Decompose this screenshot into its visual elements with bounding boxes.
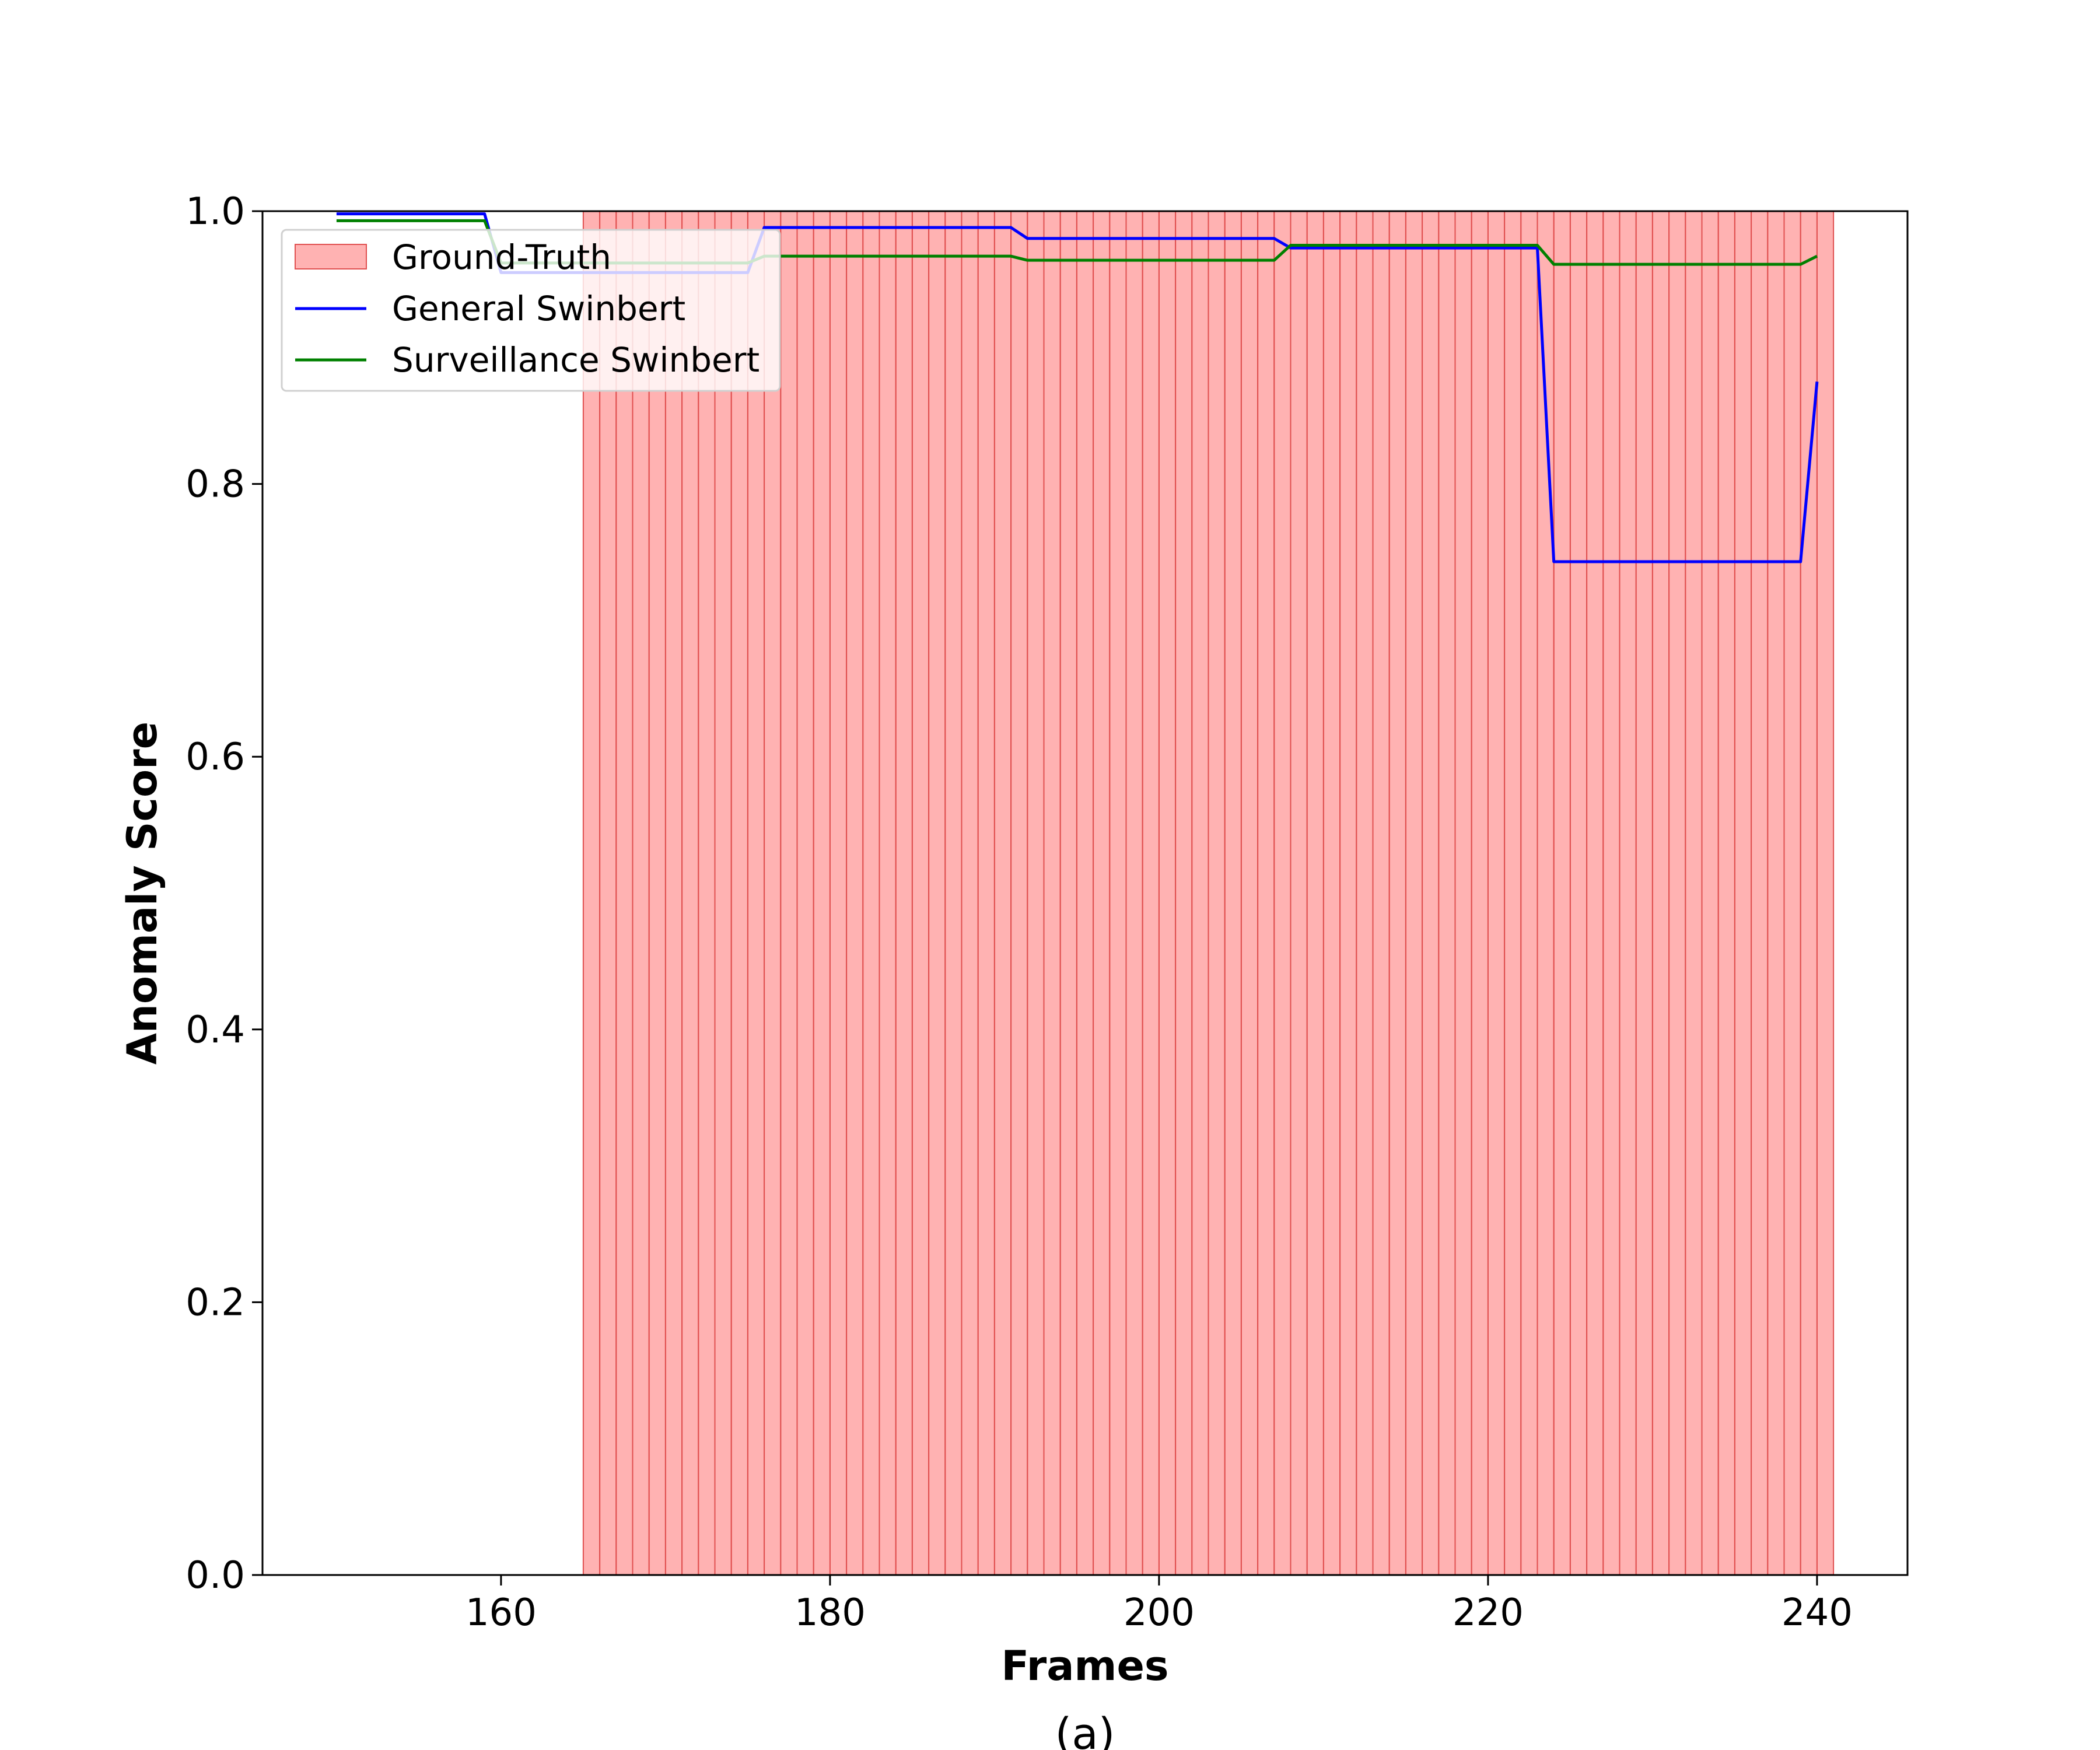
ground-truth-band [1208,211,1226,1576]
ground-truth-band [1586,211,1604,1576]
ground-truth-band [1569,211,1588,1576]
ground-truth-band [928,211,946,1576]
ground-truth-band [615,211,634,1576]
x-tick-label: 200 [1124,1591,1195,1634]
y-tick-label: 0.6 [186,736,245,779]
ground-truth-band [1306,211,1324,1576]
legend-label-general-swinbert: General Swinbert [392,289,685,328]
ground-truth-band [1717,211,1735,1576]
ground-truth-band [1668,211,1686,1576]
plot-frame [261,210,1909,1576]
ground-truth-band [664,211,683,1576]
ground-truth-band [961,211,979,1576]
ground-truth-band [862,211,880,1576]
x-axis-label: Frames [1001,1642,1168,1690]
ground-truth-band [1322,211,1341,1576]
ground-truth-band [1635,211,1653,1576]
y-tick-label: 0.4 [186,1009,245,1052]
y-tick-label: 0.0 [186,1554,245,1597]
x-tick-label: 240 [1782,1591,1853,1634]
ground-truth-band [648,211,666,1576]
ground-truth-band [1125,211,1143,1576]
ground-truth-band [829,211,848,1576]
ground-truth-band [1651,211,1670,1576]
ground-truth-band [681,211,699,1576]
ground-truth-band [977,211,995,1576]
ground-truth-band [1158,211,1177,1576]
ground-truth-band [1191,211,1209,1576]
ground-truth-band [1487,211,1506,1576]
ground-truth-band [1685,211,1703,1576]
ground-truth-band [1454,211,1472,1576]
ground-truth-band [1602,211,1620,1576]
ground-truth-band [1043,211,1061,1576]
legend-label-ground-truth: Ground-Truth [392,237,611,277]
x-tick-label: 160 [466,1591,537,1634]
ground-truth-band [1290,211,1308,1576]
ground-truth-band [1734,211,1752,1576]
x-tick-label: 180 [794,1591,866,1634]
ground-truth-band [1471,211,1489,1576]
y-tick-label: 0.8 [186,463,245,506]
ground-truth-band [764,211,782,1576]
ground-truth-band [698,211,716,1576]
ground-truth-band [1372,211,1390,1576]
ground-truth-band [599,211,617,1576]
ground-truth-band [1504,211,1522,1576]
figure-caption: (a) [1055,1709,1115,1750]
ground-truth-band [1175,211,1193,1576]
ground-truth-band [1224,211,1242,1576]
ground-truth-band [747,211,765,1576]
legend-box [281,229,781,392]
ground-truth-band [1010,211,1028,1576]
ground-truth-band [878,211,897,1576]
x-tick-label: 220 [1452,1591,1524,1634]
ground-truth-band [895,211,913,1576]
ground-truth-band [846,211,864,1576]
ground-truth-band [911,211,930,1576]
ground-truth-band [582,211,601,1576]
legend-label-surveillance-swinbert: Surveillance Swinbert [392,340,760,380]
ground-truth-band [714,211,732,1576]
ground-truth-band [796,211,814,1576]
ground-truth-band [1240,211,1259,1576]
ground-truth-band [1422,211,1440,1576]
ground-truth-band [1751,211,1769,1576]
ground-truth-layer [582,211,1835,1576]
ground-truth-band [1339,211,1357,1576]
ground-truth-band [632,211,650,1576]
ground-truth-band [1109,211,1127,1576]
ground-truth-band [1520,211,1538,1576]
ground-truth-band [1438,211,1456,1576]
ground-truth-band [944,211,963,1576]
ground-truth-band [1257,211,1275,1576]
y-axis-label: Anomaly Score [118,722,166,1065]
ground-truth-band [1093,211,1111,1576]
axis-ticks-layer: 160 180 200 220 240 0.0 0.2 0.4 0.6 0.8 1.0 [186,190,1853,1634]
ground-truth-band [780,211,798,1576]
y-tick-label: 0.2 [186,1281,245,1324]
ground-truth-band [1405,211,1423,1576]
ground-truth-band [1356,211,1374,1576]
ground-truth-band [730,211,748,1576]
legend: Ground-Truth General Swinbert Surveillan… [281,229,781,392]
ground-truth-band [1701,211,1719,1576]
ground-truth-band [1388,211,1406,1576]
y-tick-label: 1.0 [186,190,245,233]
ground-truth-band [1059,211,1077,1576]
ground-truth-band [1142,211,1160,1576]
ground-truth-band [1619,211,1637,1576]
ground-truth-band [993,211,1012,1576]
ground-truth-band [1076,211,1094,1576]
ground-truth-band [1027,211,1045,1576]
legend-swatch-ground-truth [295,244,367,270]
ground-truth-band [1273,211,1292,1576]
ground-truth-band [813,211,831,1576]
ground-truth-band [1783,211,1801,1576]
ground-truth-band [1767,211,1785,1576]
ground-truth-band [1553,211,1571,1576]
ground-truth-band [1816,211,1835,1576]
